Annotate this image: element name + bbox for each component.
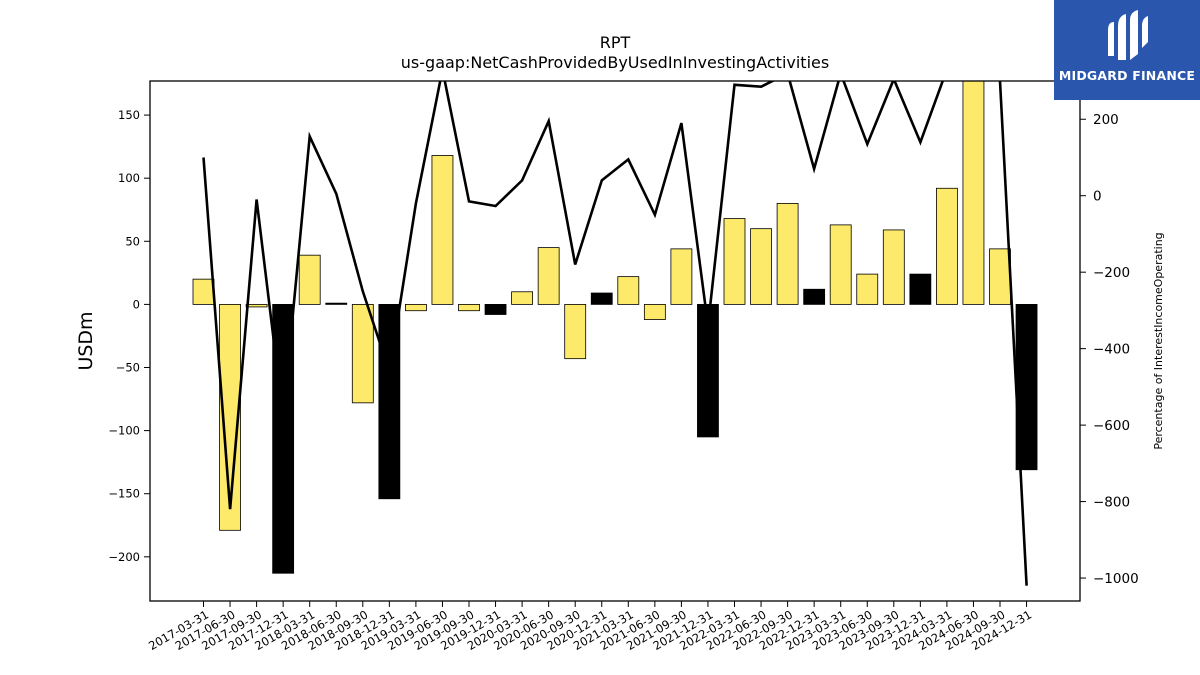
y2-tick-label: 0 xyxy=(1093,189,1102,205)
bar xyxy=(431,155,454,305)
y-tick-label: −50 xyxy=(116,361,140,375)
y2-tick-label: −400 xyxy=(1093,342,1130,358)
brand-logo: MIDGARD FINANCE xyxy=(1054,0,1200,100)
bar xyxy=(458,303,480,312)
y-tick-label: −150 xyxy=(108,487,140,501)
bar xyxy=(750,228,772,305)
bar xyxy=(697,303,719,438)
chart-subtitle: us-gaap:NetCashProvidedByUsedInInvesting… xyxy=(401,53,829,72)
logo-text: MIDGARD FINANCE xyxy=(1058,68,1196,83)
y-tick-label: −100 xyxy=(108,424,140,438)
bar xyxy=(670,248,693,305)
bar xyxy=(590,292,613,305)
bar xyxy=(856,273,879,305)
bar-series xyxy=(192,81,1038,574)
y-tick-label: 50 xyxy=(125,234,140,248)
y2-tick-label: 200 xyxy=(1093,112,1119,128)
bar xyxy=(351,303,374,404)
bar xyxy=(564,303,587,360)
bar xyxy=(192,278,215,305)
bar xyxy=(643,303,666,320)
bar xyxy=(936,187,958,305)
bar xyxy=(723,218,746,305)
y2-tick-label: −600 xyxy=(1093,418,1130,434)
y-tick-label: 150 xyxy=(118,108,140,122)
y2-tick-label: −1000 xyxy=(1093,571,1139,587)
bar xyxy=(404,303,427,312)
bar xyxy=(803,288,826,305)
y-axis-left: −200 −150 −100 −50 0 50 100 150 xyxy=(108,108,150,564)
bar xyxy=(909,273,932,305)
bar xyxy=(829,224,852,305)
bar xyxy=(219,303,241,531)
logo-mark-icon xyxy=(1108,10,1148,60)
y-tick-label: −200 xyxy=(108,550,140,564)
y-tick-label: 100 xyxy=(118,171,140,185)
ratio-line xyxy=(202,81,1028,586)
bar xyxy=(245,303,268,308)
bar xyxy=(882,229,905,305)
bar xyxy=(776,203,799,305)
line-series xyxy=(202,81,1028,586)
bar xyxy=(537,247,560,305)
y2-tick-label: −200 xyxy=(1093,265,1130,281)
y-tick-label: 0 xyxy=(133,297,140,311)
bar xyxy=(962,81,985,305)
bar xyxy=(484,303,507,315)
bar xyxy=(617,276,640,305)
bar xyxy=(989,248,1011,305)
y2-axis-label: Percentage of InterestIncomeOperating xyxy=(1152,232,1165,449)
bar xyxy=(511,291,534,305)
chart-title: RPT xyxy=(600,33,631,52)
y-axis-right: −1000 −800 −600 −400 −200 0 200 xyxy=(1080,112,1139,587)
y2-tick-label: −800 xyxy=(1093,495,1130,511)
bar xyxy=(298,254,321,305)
y-axis-label: USDm xyxy=(75,311,97,370)
plot-frame xyxy=(149,80,1081,602)
x-axis: 2017-03-312017-06-302017-09-302017-12-31… xyxy=(146,601,1034,653)
bar xyxy=(325,302,348,305)
